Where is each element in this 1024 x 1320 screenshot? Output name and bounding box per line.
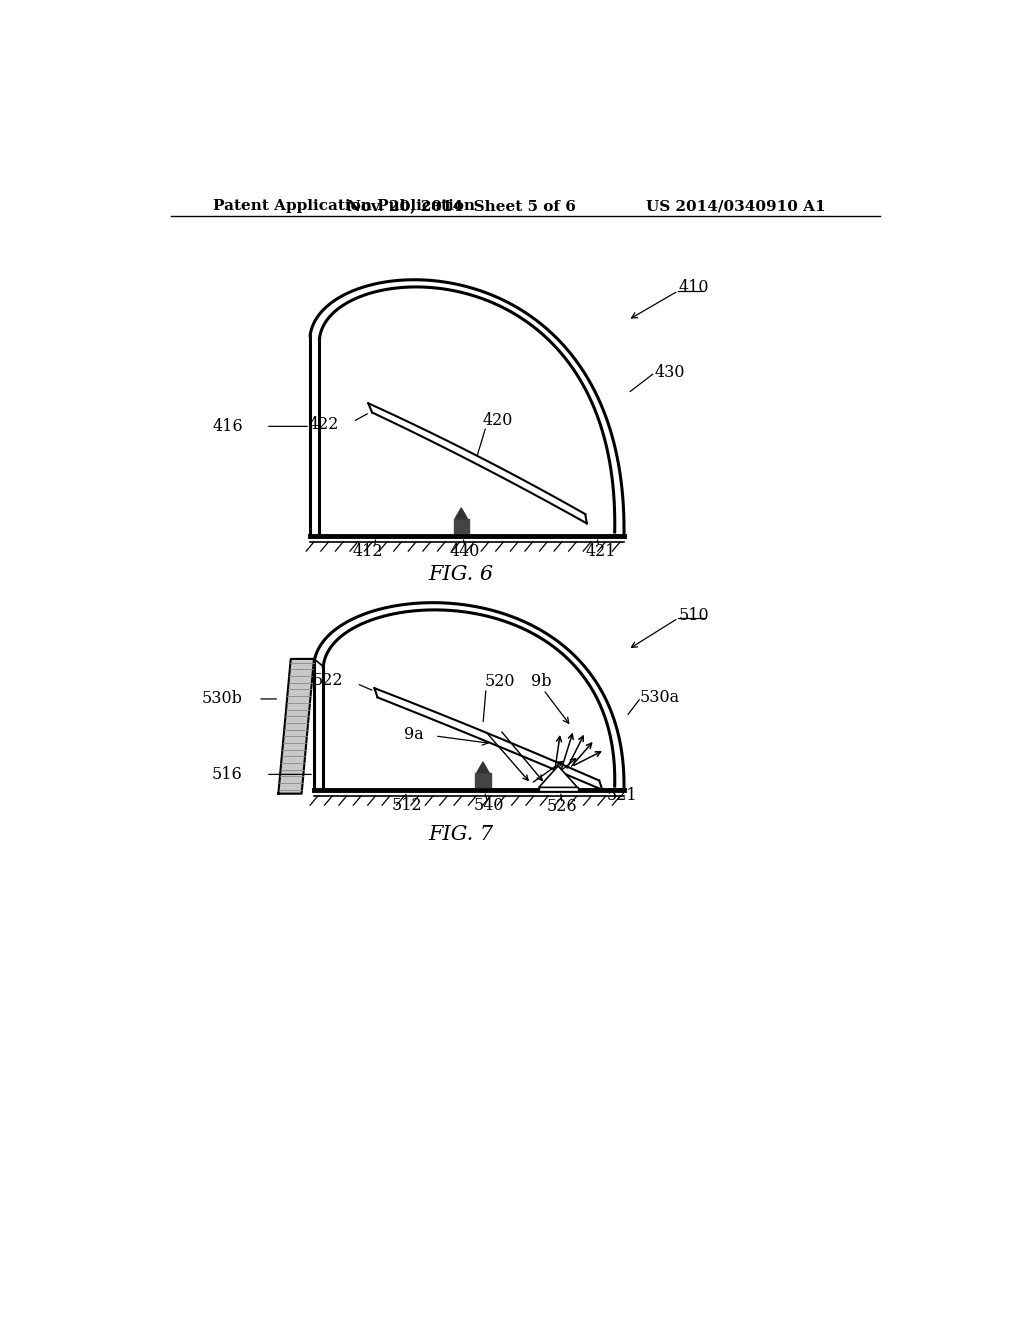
Text: FIG. 6: FIG. 6 (429, 565, 494, 583)
Text: 9a: 9a (404, 726, 424, 743)
Text: 416: 416 (212, 418, 243, 434)
Text: 520: 520 (484, 673, 515, 690)
Polygon shape (279, 659, 314, 793)
Text: 9b: 9b (531, 673, 552, 690)
Text: 530a: 530a (640, 689, 680, 706)
Text: 430: 430 (655, 364, 685, 381)
Text: 510: 510 (678, 606, 709, 623)
Text: Patent Application Publication: Patent Application Publication (213, 199, 475, 213)
Text: 410: 410 (678, 280, 709, 296)
Text: 516: 516 (212, 766, 243, 783)
Text: Nov. 20, 2014  Sheet 5 of 6: Nov. 20, 2014 Sheet 5 of 6 (347, 199, 575, 213)
Polygon shape (539, 766, 578, 788)
Polygon shape (455, 508, 467, 519)
Text: 522: 522 (313, 672, 343, 689)
Polygon shape (539, 788, 578, 792)
Text: 440: 440 (450, 543, 480, 560)
Text: 422: 422 (308, 416, 339, 433)
Text: 530b: 530b (202, 690, 243, 708)
Text: 512: 512 (392, 797, 422, 813)
Text: US 2014/0340910 A1: US 2014/0340910 A1 (646, 199, 825, 213)
Text: 420: 420 (483, 412, 513, 429)
Text: 412: 412 (353, 543, 384, 560)
Text: 540: 540 (474, 797, 505, 813)
Polygon shape (477, 762, 489, 774)
Text: 421: 421 (586, 543, 616, 560)
Text: FIG. 7: FIG. 7 (429, 825, 494, 843)
Text: 526: 526 (547, 799, 578, 816)
Text: 521: 521 (607, 788, 638, 804)
